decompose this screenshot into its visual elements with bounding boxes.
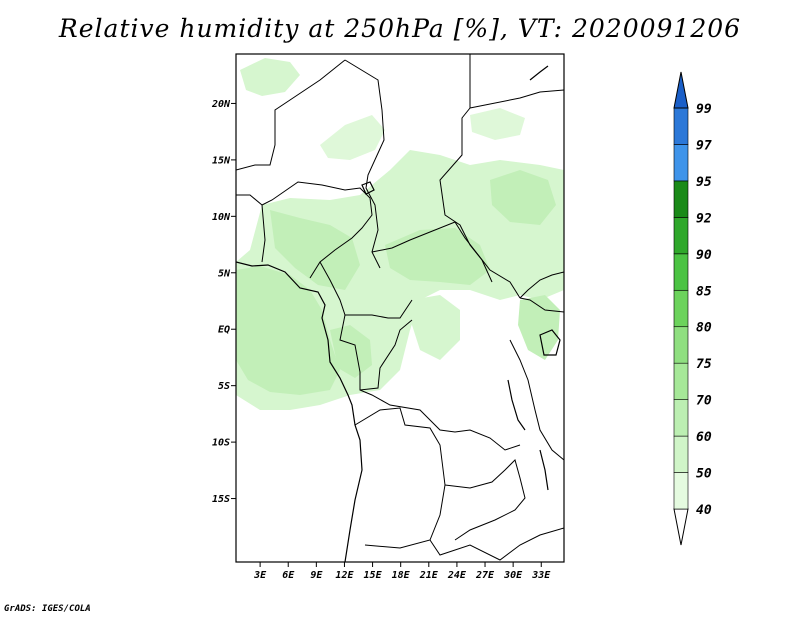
border-south <box>429 527 564 561</box>
lake-chad <box>361 181 375 195</box>
border-car <box>371 221 521 299</box>
y-tick-label: 10N <box>212 212 231 223</box>
colorbar-segment <box>673 472 689 510</box>
colorbar-label: 70 <box>696 394 712 409</box>
x-tick-label: 24E <box>447 570 467 581</box>
x-tick-label: 18E <box>392 570 411 581</box>
humidity-area-cameroon <box>270 210 360 290</box>
colorbar-extend-low <box>673 508 689 546</box>
colorbar-segment <box>673 107 689 145</box>
x-tick-label: 9E <box>310 570 323 581</box>
lake-tanganyika <box>507 379 526 431</box>
humidity-area-north-3 <box>470 108 525 140</box>
colorbar-segment <box>673 399 689 437</box>
border-drc-south <box>359 389 521 451</box>
border-chad <box>344 59 385 269</box>
colorbar-segment <box>673 326 689 364</box>
colorbar-label: 97 <box>696 138 712 153</box>
colorbar-label: 40 <box>696 503 712 518</box>
y-tick-label: 10S <box>212 438 230 449</box>
red-sea-coast <box>529 65 549 81</box>
x-tick-label: 15E <box>364 570 383 581</box>
border-congo <box>339 314 413 391</box>
colorbar-label: 99 <box>696 102 712 117</box>
colorbar: 40 50 60 70 75 80 85 90 92 95 97 99 <box>673 71 712 546</box>
lake-victoria <box>539 329 561 356</box>
coastline-west <box>236 261 363 562</box>
border-nigeria <box>261 181 373 279</box>
colorbar-segment <box>673 362 689 400</box>
border-uganda <box>519 297 564 313</box>
border-cameroon-south <box>319 261 413 319</box>
colorbar-label: 80 <box>696 321 712 336</box>
colorbar-label: 75 <box>696 357 712 372</box>
border-angola <box>354 407 446 549</box>
y-tick-label: 5S <box>218 381 230 392</box>
border-east <box>519 271 564 299</box>
map-borders <box>236 54 564 562</box>
x-tick-label: 3E <box>253 570 267 581</box>
colorbar-segment <box>673 217 689 255</box>
x-tick-label: 21E <box>419 570 439 581</box>
lake-malawi <box>539 449 549 491</box>
humidity-shading <box>236 58 564 410</box>
x-tick-label: 12E <box>335 570 354 581</box>
humidity-area-ethiopia <box>490 170 556 225</box>
y-tick-label: EQ <box>218 325 230 336</box>
colorbar-label: 92 <box>696 211 712 226</box>
x-tick-label: 30E <box>503 570 523 581</box>
x-axis: 3E 6E 9E 12E 15E 18E 21E 24E 27E 30E 33E <box>253 562 551 581</box>
border-west-africa <box>236 59 346 171</box>
y-tick-label: 20N <box>211 99 231 110</box>
humidity-area-north <box>240 58 300 96</box>
border-sahel <box>236 194 266 263</box>
colorbar-segment <box>673 144 689 182</box>
colorbar-segment <box>673 180 689 218</box>
colorbar-label: 60 <box>696 430 712 445</box>
colorbar-segment <box>673 435 689 473</box>
humidity-area-sudan <box>385 228 490 285</box>
y-tick-label: 15N <box>212 155 231 166</box>
colorbar-label: 95 <box>696 175 712 190</box>
map-frame <box>235 53 565 563</box>
x-tick-label: 27E <box>475 570 495 581</box>
humidity-area-gulf <box>236 266 340 395</box>
humidity-area-drc <box>410 295 460 360</box>
colorbar-extend-high <box>673 71 689 109</box>
y-tick-label: 15S <box>212 494 230 505</box>
y-axis: 20N 15N 10N 5N EQ 5S 10S 15S <box>211 99 236 505</box>
colorbar-label: 85 <box>696 284 712 299</box>
colorbar-label: 90 <box>696 248 712 263</box>
border-east-2 <box>509 339 564 461</box>
humidity-area-east <box>518 295 560 360</box>
border-zambia <box>444 459 526 541</box>
colorbar-label: 50 <box>696 467 712 482</box>
plot-title: Relative humidity at 250hPa [%], VT: 202… <box>58 14 742 43</box>
x-tick-label: 33E <box>531 570 551 581</box>
humidity-area-north-2 <box>320 115 385 160</box>
credit-label: GrADS: IGES/COLA <box>4 604 91 614</box>
x-tick-label: 6E <box>282 570 295 581</box>
colorbar-segment <box>673 289 689 328</box>
border-sudan-north <box>469 89 564 109</box>
colorbar-segment <box>673 253 689 291</box>
y-tick-label: 5N <box>218 268 231 279</box>
